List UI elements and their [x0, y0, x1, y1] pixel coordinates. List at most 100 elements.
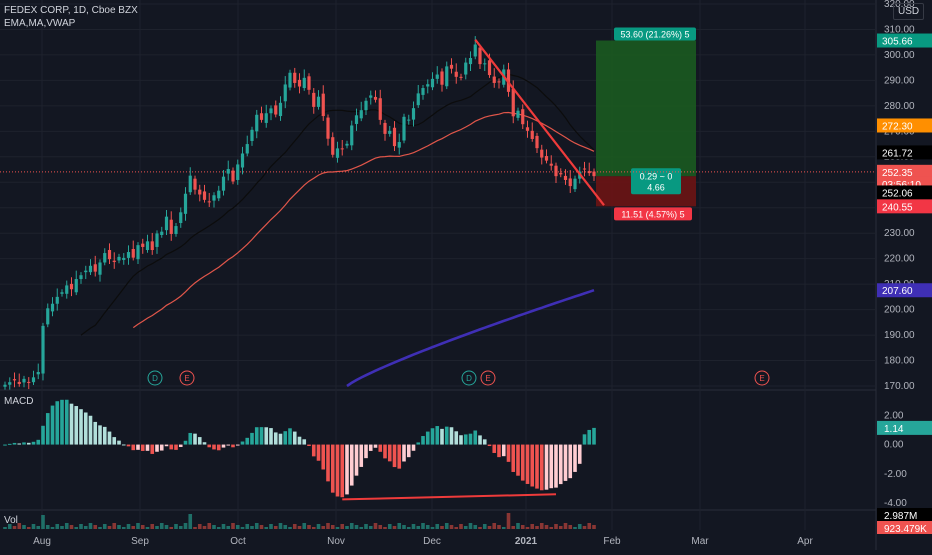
- volume-bar: [3, 527, 7, 529]
- price-badge-text: 252.35: [882, 168, 913, 179]
- macd-bar: [273, 432, 278, 445]
- volume-bar: [150, 524, 155, 529]
- candle-body: [573, 178, 577, 190]
- macd-bar: [207, 444, 212, 448]
- candle-body: [464, 62, 468, 75]
- candle-body: [226, 169, 230, 174]
- macd-bar: [335, 444, 340, 497]
- volume-bar: [501, 527, 506, 529]
- candle-body: [302, 77, 306, 89]
- macd-bar: [373, 444, 378, 448]
- candle-body: [326, 117, 330, 139]
- candle-body: [259, 113, 264, 120]
- volume-bar: [554, 524, 558, 529]
- time-tick: Nov: [327, 536, 345, 547]
- macd-bar: [454, 431, 459, 445]
- volume-bar: [459, 524, 463, 529]
- volume-bar: [292, 524, 297, 529]
- candle-body: [74, 279, 78, 293]
- volume-bar: [140, 525, 145, 529]
- volume-bar: [487, 526, 492, 529]
- volume-bar: [335, 527, 340, 529]
- macd-bar: [573, 444, 577, 472]
- candle-body: [568, 178, 572, 187]
- price-badge: [877, 185, 932, 200]
- volume-bar: [454, 527, 459, 529]
- volume-bar: [102, 524, 107, 529]
- macd-bar: [250, 432, 254, 445]
- macd-bar: [64, 399, 69, 445]
- volume-bar: [131, 526, 136, 529]
- macd-bar: [383, 444, 387, 459]
- candle-body: [131, 248, 135, 258]
- candle-body: [312, 92, 316, 107]
- volume-bar: [573, 527, 577, 529]
- candle-body: [212, 195, 216, 201]
- macd-bar: [202, 442, 207, 445]
- candle-body: [563, 175, 568, 180]
- volume-bar: [26, 527, 31, 529]
- macd-bar: [79, 409, 83, 445]
- volume-bar: [563, 523, 568, 529]
- volume-bar: [174, 524, 178, 529]
- volume-label: Vol: [4, 515, 18, 526]
- macd-bar: [259, 427, 264, 445]
- volume-bar: [463, 526, 468, 529]
- candle-body: [321, 93, 325, 117]
- candle-body: [55, 296, 59, 304]
- candle-body: [65, 285, 69, 294]
- volume-bar: [79, 524, 83, 529]
- volume-bar: [259, 525, 264, 529]
- macd-bar: [12, 442, 17, 445]
- trend-lines[interactable]: [342, 38, 605, 501]
- time-tick: Mar: [691, 536, 709, 547]
- candle-body: [46, 308, 50, 325]
- candle-body: [445, 66, 449, 87]
- macd-bar: [17, 443, 22, 445]
- macd-bar: [511, 444, 516, 472]
- volume-bar: [544, 525, 549, 529]
- candle-body: [240, 153, 245, 168]
- macd-bar: [473, 430, 478, 445]
- volume-bar: [520, 525, 525, 529]
- volume-bar: [402, 525, 406, 529]
- volume-bar: [41, 515, 45, 529]
- volume-bar: [112, 523, 117, 529]
- candle-body: [535, 135, 539, 149]
- candle-body: [340, 148, 344, 150]
- currency-selector[interactable]: USD: [893, 3, 925, 20]
- volume-bar: [88, 523, 93, 529]
- candle-body: [426, 84, 430, 87]
- candle-body: [307, 76, 311, 90]
- macd-bar: [592, 427, 596, 445]
- volume-bar: [568, 525, 573, 529]
- macd-badge: [877, 420, 932, 435]
- indicator-list: EMA,MA,VWAP: [4, 18, 76, 29]
- volume-bar: [69, 525, 74, 529]
- volume-bar: [231, 523, 235, 529]
- volume-bar: [193, 527, 197, 529]
- symbol-title: FEDEX CORP, 1D, Cboe BZX: [4, 5, 138, 16]
- ratio-box: [631, 168, 681, 195]
- earnings-marker: [179, 370, 195, 386]
- volume-bar: [525, 527, 530, 529]
- candle-body: [468, 57, 473, 65]
- volume-bar: [440, 526, 444, 529]
- volume-bar: [311, 527, 316, 529]
- candle-body: [150, 241, 154, 251]
- candle-body: [492, 76, 496, 83]
- candle-body: [297, 79, 302, 87]
- ratio-line2: 4.66: [647, 182, 665, 192]
- volume-bar: [197, 524, 202, 529]
- volume-bar: [145, 527, 150, 529]
- candle-body: [245, 144, 249, 154]
- macd-bar: [45, 413, 50, 445]
- position-zones[interactable]: 53.60 (21.26%) 5 11.51 (4.57%) 5 0.29 ~ 04…: [596, 27, 696, 221]
- volume-bar: [283, 525, 288, 529]
- macd-tick: -4.00: [884, 498, 907, 509]
- price-badge: [877, 118, 932, 133]
- time-tick: Oct: [230, 536, 246, 547]
- volume-bar: [221, 524, 226, 529]
